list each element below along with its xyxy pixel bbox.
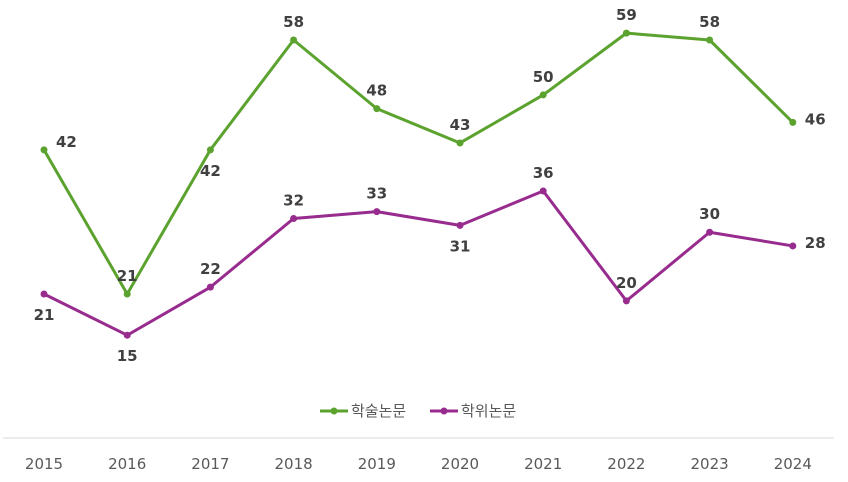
data-label: 50 — [533, 68, 554, 86]
data-point — [706, 36, 714, 44]
data-label: 31 — [450, 237, 471, 255]
x-tick-label: 2018 — [275, 455, 313, 473]
data-label: 30 — [699, 205, 720, 223]
legend-dot-icon — [440, 407, 448, 415]
data-label: 21 — [34, 306, 55, 324]
data-point — [789, 118, 797, 126]
data-point — [206, 146, 214, 154]
x-tick-label: 2017 — [191, 455, 229, 473]
x-tick-label: 2019 — [358, 455, 396, 473]
x-tick-label: 2021 — [524, 455, 562, 473]
data-label: 42 — [200, 162, 221, 180]
data-point — [290, 214, 298, 222]
data-label: 33 — [366, 185, 387, 203]
data-point — [290, 36, 298, 44]
data-point — [539, 91, 547, 99]
data-label: 59 — [616, 6, 637, 24]
data-point — [622, 29, 630, 37]
data-label: 43 — [450, 116, 471, 134]
x-tick-label: 2022 — [607, 455, 645, 473]
data-label: 21 — [117, 267, 138, 285]
data-point — [706, 228, 714, 236]
data-point — [622, 297, 630, 305]
x-tick-label: 2016 — [108, 455, 146, 473]
data-point — [123, 331, 131, 339]
legend-dot-icon — [330, 407, 338, 415]
data-point — [373, 208, 381, 216]
data-point — [539, 187, 547, 195]
legend-item-1[interactable]: 학술논문 — [320, 402, 406, 420]
x-tick-label: 2024 — [774, 455, 812, 473]
data-label: 32 — [283, 191, 304, 209]
data-point — [373, 105, 381, 113]
data-point — [456, 139, 464, 147]
data-point — [789, 242, 797, 250]
x-tick-label: 2020 — [441, 455, 479, 473]
data-point — [456, 221, 464, 229]
legend-item-2[interactable]: 학위논문 — [430, 402, 516, 420]
data-label: 58 — [699, 13, 720, 31]
data-label: 48 — [366, 82, 387, 100]
data-label: 46 — [805, 110, 826, 128]
series-2: 21 15 22 32 33 31 36 20 30 28 — [34, 164, 826, 365]
data-point — [40, 290, 48, 298]
data-point — [123, 290, 131, 298]
legend-label: 학위논문 — [461, 402, 516, 420]
data-label: 15 — [117, 347, 138, 365]
series-1: 42 21 42 58 48 43 50 59 58 46 — [40, 6, 826, 298]
x-tick-label: 2023 — [691, 455, 729, 473]
data-label: 28 — [805, 234, 826, 252]
data-label: 22 — [200, 260, 221, 278]
data-label: 20 — [616, 274, 637, 292]
data-label: 58 — [283, 13, 304, 31]
data-label: 36 — [533, 164, 554, 182]
series-line — [42, 31, 794, 296]
data-label: 42 — [56, 133, 77, 151]
series-line — [43, 189, 794, 337]
x-tick-label: 2015 — [25, 455, 63, 473]
data-point — [40, 146, 48, 154]
data-point — [206, 283, 214, 291]
legend-label: 학술논문 — [351, 402, 406, 420]
